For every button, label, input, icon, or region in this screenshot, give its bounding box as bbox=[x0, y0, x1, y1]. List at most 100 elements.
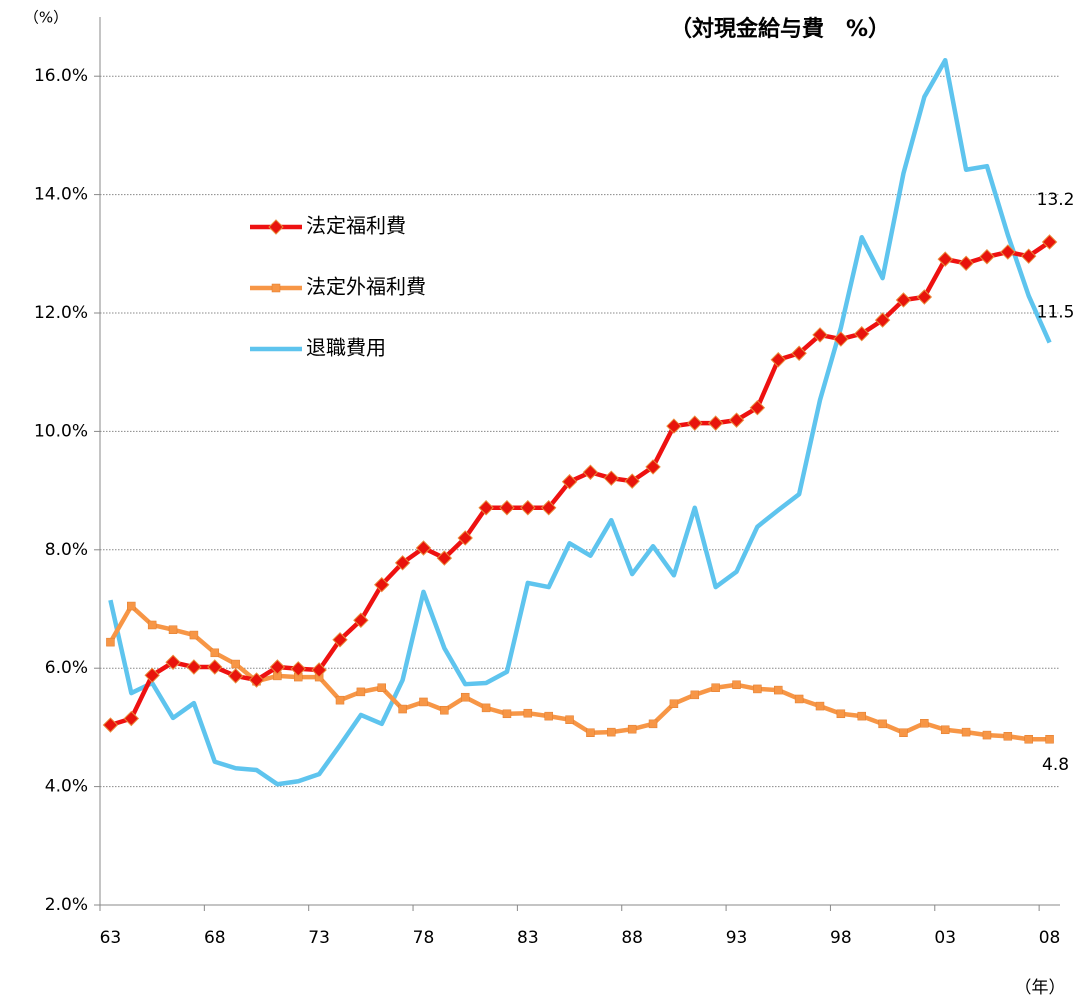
point-marker bbox=[749, 400, 766, 416]
point-marker bbox=[189, 630, 199, 640]
x-tick-label: 73 bbox=[308, 928, 330, 948]
point-marker bbox=[481, 703, 491, 713]
point-marker bbox=[269, 659, 286, 675]
point-marker bbox=[123, 710, 140, 727]
point-marker bbox=[1003, 732, 1013, 741]
y-tick-label: 16.0% bbox=[34, 66, 88, 86]
point-marker bbox=[377, 683, 386, 692]
point-marker bbox=[1020, 248, 1037, 264]
point-marker bbox=[899, 728, 908, 737]
point-marker bbox=[645, 459, 661, 475]
point-marker bbox=[582, 464, 599, 480]
point-marker bbox=[248, 672, 265, 688]
point-marker bbox=[1041, 234, 1058, 250]
point-marker bbox=[499, 500, 515, 516]
point-marker bbox=[419, 697, 428, 707]
chart-title: （対現金給与費 %） bbox=[670, 16, 890, 42]
point-marker bbox=[502, 709, 512, 719]
point-marker bbox=[210, 648, 220, 658]
point-marker bbox=[940, 725, 950, 735]
point-marker bbox=[227, 668, 244, 684]
point-marker bbox=[207, 659, 223, 675]
point-marker bbox=[586, 728, 595, 737]
legend-marker bbox=[271, 283, 281, 293]
point-marker bbox=[711, 683, 720, 692]
point-marker bbox=[106, 637, 115, 647]
point-marker bbox=[144, 667, 160, 684]
point-marker bbox=[666, 418, 682, 434]
x-tick-label: 63 bbox=[100, 928, 122, 948]
point-marker bbox=[374, 577, 390, 593]
point-marker bbox=[186, 659, 202, 675]
x-tick-label: 83 bbox=[517, 928, 539, 948]
data-label: 4.8 bbox=[1042, 755, 1069, 775]
point-marker bbox=[812, 327, 828, 343]
point-marker bbox=[398, 704, 407, 714]
point-marker bbox=[544, 711, 553, 721]
point-marker bbox=[669, 699, 679, 708]
point-marker bbox=[982, 730, 992, 740]
point-marker bbox=[690, 690, 700, 700]
y-tick-label: 14.0% bbox=[34, 185, 88, 205]
legend-label: 法定外福利費 bbox=[306, 275, 426, 299]
point-marker bbox=[561, 474, 578, 490]
y-tick-label: 6.0% bbox=[45, 658, 88, 678]
point-marker bbox=[415, 540, 432, 556]
point-marker bbox=[565, 715, 574, 724]
point-marker bbox=[353, 612, 369, 628]
point-marker bbox=[854, 326, 870, 342]
point-marker bbox=[394, 555, 411, 571]
x-tick-label: 08 bbox=[1039, 928, 1061, 948]
point-marker bbox=[1000, 244, 1016, 260]
point-marker bbox=[958, 255, 974, 271]
point-marker bbox=[147, 620, 157, 630]
legend-label: 法定福利費 bbox=[306, 214, 406, 238]
point-marker bbox=[1024, 734, 1033, 744]
data-label: 11.5 bbox=[1037, 303, 1074, 323]
point-marker bbox=[356, 687, 366, 697]
point-marker bbox=[916, 289, 933, 305]
point-marker bbox=[878, 719, 887, 729]
point-marker bbox=[728, 412, 745, 428]
point-marker bbox=[770, 352, 786, 368]
point-marker bbox=[603, 470, 620, 486]
point-marker bbox=[979, 249, 995, 265]
y-tick-label: 10.0% bbox=[34, 421, 88, 441]
point-marker bbox=[540, 500, 557, 516]
point-marker bbox=[836, 709, 846, 719]
point-marker bbox=[332, 632, 348, 648]
point-marker bbox=[815, 701, 825, 711]
point-marker bbox=[168, 625, 178, 634]
point-marker bbox=[895, 292, 912, 308]
point-marker bbox=[794, 694, 804, 704]
point-marker bbox=[523, 708, 533, 718]
point-marker bbox=[648, 719, 658, 729]
point-marker bbox=[920, 719, 929, 728]
x-tick-label: 78 bbox=[413, 928, 435, 948]
point-marker bbox=[520, 500, 536, 516]
point-marker bbox=[753, 684, 762, 694]
point-marker bbox=[102, 717, 119, 733]
legend-marker bbox=[268, 219, 284, 235]
point-marker bbox=[607, 727, 616, 737]
point-marker bbox=[457, 530, 473, 546]
point-marker bbox=[707, 415, 724, 431]
y-tick-label: 4.0% bbox=[45, 777, 88, 797]
point-marker bbox=[624, 473, 640, 489]
point-marker bbox=[436, 550, 453, 566]
y-tick-label: 2.0% bbox=[45, 895, 88, 915]
point-marker bbox=[627, 724, 637, 734]
x-tick-label: 68 bbox=[204, 928, 226, 948]
y-tick-label: 8.0% bbox=[45, 540, 88, 560]
point-marker bbox=[732, 680, 741, 690]
y-tick-label: 12.0% bbox=[34, 303, 88, 323]
point-marker bbox=[440, 705, 449, 715]
point-marker bbox=[857, 711, 866, 721]
x-tick-label: 88 bbox=[621, 928, 643, 948]
x-unit: （年） bbox=[1015, 978, 1066, 998]
point-marker bbox=[833, 331, 849, 347]
series-line bbox=[108, 57, 1052, 787]
point-marker bbox=[311, 662, 327, 678]
point-marker bbox=[231, 659, 240, 669]
